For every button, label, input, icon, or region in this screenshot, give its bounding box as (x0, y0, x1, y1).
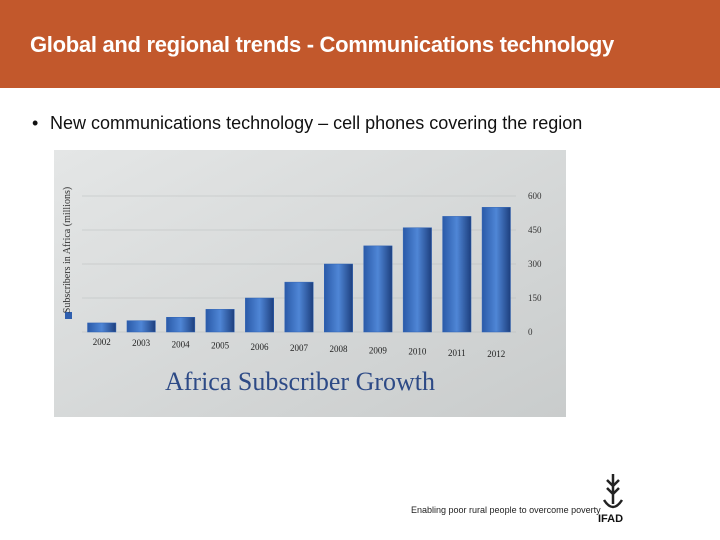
x-tick-label: 2006 (251, 342, 270, 352)
bar (363, 245, 393, 333)
y-tick-label: 150 (528, 293, 542, 303)
bar (481, 207, 511, 333)
x-tick-label: 2010 (408, 347, 427, 357)
bar (126, 320, 156, 333)
bar (166, 317, 196, 333)
y-tick-label: 0 (528, 327, 533, 337)
x-tick-label: 2012 (487, 349, 505, 359)
slide-title: Global and regional trends - Communicati… (30, 32, 614, 57)
y-tick-label: 300 (528, 259, 542, 269)
logo-text: IFAD (598, 513, 624, 525)
y-tick-label: 600 (528, 191, 542, 201)
header-bar: Global and regional trends - Communicati… (0, 0, 720, 88)
bar (245, 297, 274, 333)
chart: Subscribers in Africa (millions) Africa … (54, 150, 566, 417)
x-tick-label: 2003 (132, 338, 151, 348)
x-tick-label: 2005 (211, 341, 230, 351)
chart-title: Africa Subscriber Growth (165, 367, 435, 396)
bar (87, 322, 117, 333)
x-tick-label: 2008 (329, 344, 348, 354)
tagline: Enabling poor rural people to overcome p… (411, 505, 601, 515)
bar (402, 227, 432, 333)
bar (442, 216, 472, 333)
y-tick-label: 450 (528, 225, 542, 235)
x-tick-label: 2004 (172, 339, 191, 349)
x-tick-label: 2007 (290, 343, 309, 353)
x-tick-label: 2011 (448, 348, 466, 358)
y-axis-label: Subscribers in Africa (millions) (62, 187, 73, 313)
logo-icon (602, 474, 624, 509)
bullet: New communications technology – cell pho… (32, 113, 583, 134)
legend-marker (65, 312, 72, 319)
x-tick-label: 2009 (369, 345, 388, 355)
x-tick-label: 2002 (93, 337, 111, 347)
bar (205, 309, 235, 333)
bar (324, 263, 353, 333)
bar (284, 281, 314, 333)
bullet-text: New communications technology – cell pho… (50, 113, 583, 133)
